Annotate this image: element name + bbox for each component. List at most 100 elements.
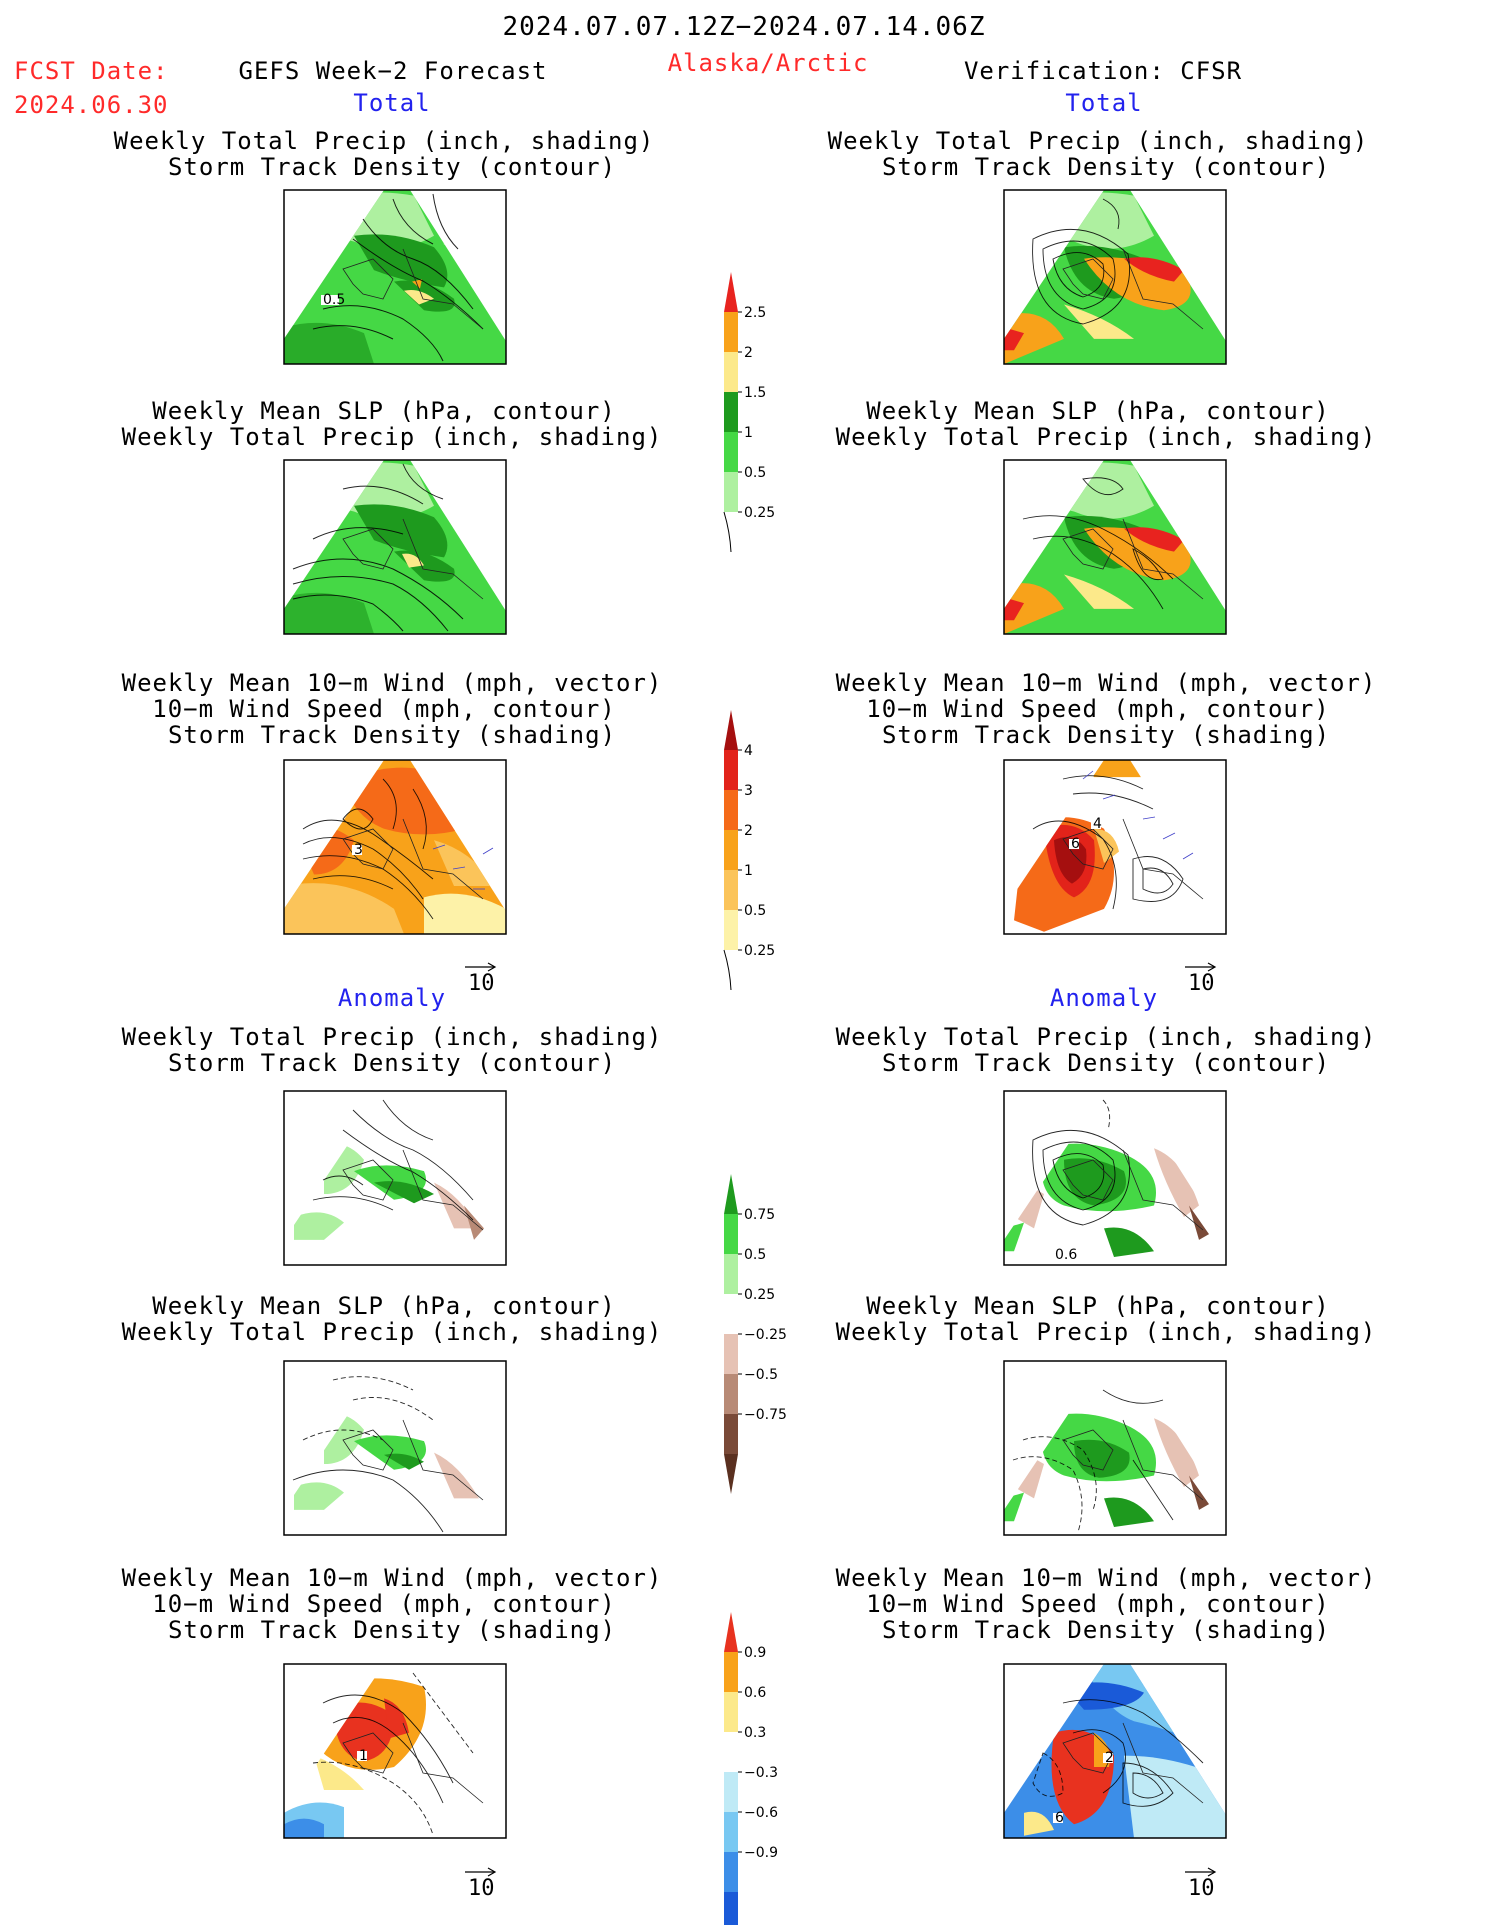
title-1-left-line2: Storm Track Density (contour) bbox=[167, 153, 617, 181]
map-wind-track-forecast: 3 bbox=[283, 759, 507, 935]
colorbar-segment bbox=[724, 1174, 738, 1214]
period-title: 2024.07.07.12Z−2024.07.14.06Z bbox=[502, 12, 986, 42]
title-4-left-line1: Weekly Total Precip (inch, shading) bbox=[121, 1023, 663, 1051]
colorbar-tick-label: 0.5 bbox=[744, 465, 766, 481]
colorbar-tick-label: −0.6 bbox=[744, 1805, 778, 1821]
colorbar-segment bbox=[724, 1334, 738, 1374]
colorbar-tick-label: 0.25 bbox=[744, 1287, 775, 1303]
title-3-right-line1: Weekly Mean 10−m Wind (mph, vector) bbox=[835, 669, 1377, 697]
fcst-date-value: 2024.06.30 bbox=[14, 91, 169, 119]
colorbar-segment bbox=[724, 710, 738, 750]
colorbar-segment bbox=[724, 472, 738, 512]
title-5-left-line2: Weekly Total Precip (inch, shading) bbox=[121, 1318, 663, 1346]
colorbar-track-total: 4 3 2 1 0.5 0.25 bbox=[722, 708, 802, 996]
colorbar-tick-label: 1 bbox=[744, 863, 753, 879]
map-anom-precip-track-verification: 0.6 bbox=[1003, 1090, 1227, 1266]
colorbar-segment bbox=[724, 870, 738, 910]
vector-scale-arrow-icon bbox=[464, 1866, 498, 1878]
title-6-right-line2: 10−m Wind Speed (mph, contour) bbox=[866, 1590, 1330, 1618]
colorbar-tail bbox=[723, 511, 732, 553]
contour-label: 1 bbox=[359, 1748, 368, 1764]
colorbar-segment bbox=[724, 1812, 738, 1852]
colorbar-tick-label: −0.75 bbox=[744, 1407, 787, 1423]
colorbar-tick-label: 0.75 bbox=[744, 1207, 775, 1223]
colorbar-track-anomaly: 0.9 0.6 0.3 −0.3 −0.6 −0.9 bbox=[722, 1610, 802, 1925]
title-4-right-line2: Storm Track Density (contour) bbox=[881, 1049, 1331, 1077]
contour-label: 6 bbox=[1055, 1810, 1064, 1826]
colorbar-segment bbox=[724, 1374, 738, 1414]
map-anom-wind-track-verification: 2 6 bbox=[1003, 1663, 1227, 1839]
colorbar-tick-label: −0.5 bbox=[744, 1367, 778, 1383]
title-2-right-line2: Weekly Total Precip (inch, shading) bbox=[835, 423, 1377, 451]
colorbar-tail bbox=[724, 1454, 738, 1494]
title-6-right-line1: Weekly Mean 10−m Wind (mph, vector) bbox=[835, 1564, 1377, 1592]
title-3-left-line3: Storm Track Density (shading) bbox=[167, 721, 617, 749]
verification-title: Verification: CFSR bbox=[963, 57, 1243, 85]
colorbar-tick-label: −0.25 bbox=[744, 1327, 787, 1343]
map-slp-precip-forecast bbox=[283, 459, 507, 635]
title-6-left-line2: 10−m Wind Speed (mph, contour) bbox=[152, 1590, 616, 1618]
title-1-right-line2: Storm Track Density (contour) bbox=[881, 153, 1331, 181]
contour-label: 0.6 bbox=[1055, 1247, 1077, 1263]
title-4-right-line1: Weekly Total Precip (inch, shading) bbox=[835, 1023, 1377, 1051]
colorbar-segment bbox=[724, 1612, 738, 1652]
colorbar-segment bbox=[724, 1892, 738, 1925]
title-3-right-line3: Storm Track Density (shading) bbox=[881, 721, 1331, 749]
title-4-left-line2: Storm Track Density (contour) bbox=[167, 1049, 617, 1077]
title-3-left-line1: Weekly Mean 10−m Wind (mph, vector) bbox=[121, 669, 663, 697]
map-anom-slp-precip-verification bbox=[1003, 1360, 1227, 1536]
colorbar-tick-label: 2 bbox=[744, 823, 753, 839]
title-3-right-line2: 10−m Wind Speed (mph, contour) bbox=[866, 695, 1330, 723]
colorbar-tick-label: 2.5 bbox=[744, 305, 766, 321]
map-total-precip-track-forecast: 0.5 bbox=[283, 189, 507, 365]
title-2-left-line2: Weekly Total Precip (inch, shading) bbox=[121, 423, 663, 451]
colorbar-segment bbox=[724, 272, 738, 312]
colorbar-tick-label: 0.9 bbox=[744, 1645, 766, 1661]
title-6-left-line3: Storm Track Density (shading) bbox=[167, 1616, 617, 1644]
map-wind-track-verification: 6 4 bbox=[1003, 759, 1227, 935]
colorbar-segment bbox=[724, 352, 738, 392]
colorbar-tick-label: 3 bbox=[744, 783, 753, 799]
colorbar-segment bbox=[724, 392, 738, 432]
colorbar-segment bbox=[724, 432, 738, 472]
colorbar-tick-label: 0.25 bbox=[744, 505, 775, 521]
colorbar-precip-total: 2.5 2 1.5 1 0.5 0.25 bbox=[722, 270, 802, 558]
title-5-left-line1: Weekly Mean SLP (hPa, contour) bbox=[152, 1292, 616, 1320]
colorbar-segment bbox=[724, 1214, 738, 1254]
colorbar-segment bbox=[724, 1652, 738, 1692]
colorbar-segment bbox=[724, 1414, 738, 1454]
title-2-right-line1: Weekly Mean SLP (hPa, contour) bbox=[866, 397, 1330, 425]
title-5-right-line2: Weekly Total Precip (inch, shading) bbox=[835, 1318, 1377, 1346]
colorbar-segment bbox=[724, 1254, 738, 1294]
contour-label: 0.5 bbox=[323, 292, 345, 308]
colorbar-tail bbox=[723, 949, 732, 991]
contour-label: 3 bbox=[354, 842, 363, 858]
colorbar-tick-label: 1 bbox=[744, 425, 753, 441]
map-anom-wind-track-forecast: 1 bbox=[283, 1663, 507, 1839]
contour-label: 2 bbox=[1105, 1750, 1114, 1766]
section-total-right: Total bbox=[1065, 89, 1143, 117]
contour-label: 6 bbox=[1071, 836, 1080, 852]
vector-scale-label: 10 bbox=[1188, 971, 1215, 996]
colorbar-segment bbox=[724, 830, 738, 870]
colorbar-segment bbox=[724, 790, 738, 830]
vector-scale-label: 10 bbox=[468, 971, 495, 996]
contour-label: 4 bbox=[1093, 816, 1102, 832]
colorbar-precip-anomaly: 0.75 0.5 0.25 −0.25 −0.5 −0.75 bbox=[722, 1172, 802, 1500]
colorbar-segment bbox=[724, 1852, 738, 1892]
section-anomaly-right: Anomaly bbox=[1049, 984, 1159, 1012]
map-anom-slp-precip-forecast bbox=[283, 1360, 507, 1536]
colorbar-tick-label: 0.5 bbox=[744, 1247, 766, 1263]
title-2-left-line1: Weekly Mean SLP (hPa, contour) bbox=[152, 397, 616, 425]
colorbar-tick-label: 0.6 bbox=[744, 1685, 766, 1701]
colorbar-tick-label: 0.3 bbox=[744, 1725, 766, 1741]
vector-scale-arrow-icon bbox=[1184, 961, 1218, 973]
colorbar-segment bbox=[724, 1692, 738, 1732]
colorbar-tick-label: 0.5 bbox=[744, 903, 766, 919]
title-5-right-line1: Weekly Mean SLP (hPa, contour) bbox=[866, 1292, 1330, 1320]
colorbar-segment bbox=[724, 750, 738, 790]
map-total-precip-track-verification bbox=[1003, 189, 1227, 365]
colorbar-tick-label: 4 bbox=[744, 743, 753, 759]
colorbar-tick-label: 2 bbox=[744, 345, 753, 361]
region-title: Alaska/Arctic bbox=[667, 49, 869, 77]
